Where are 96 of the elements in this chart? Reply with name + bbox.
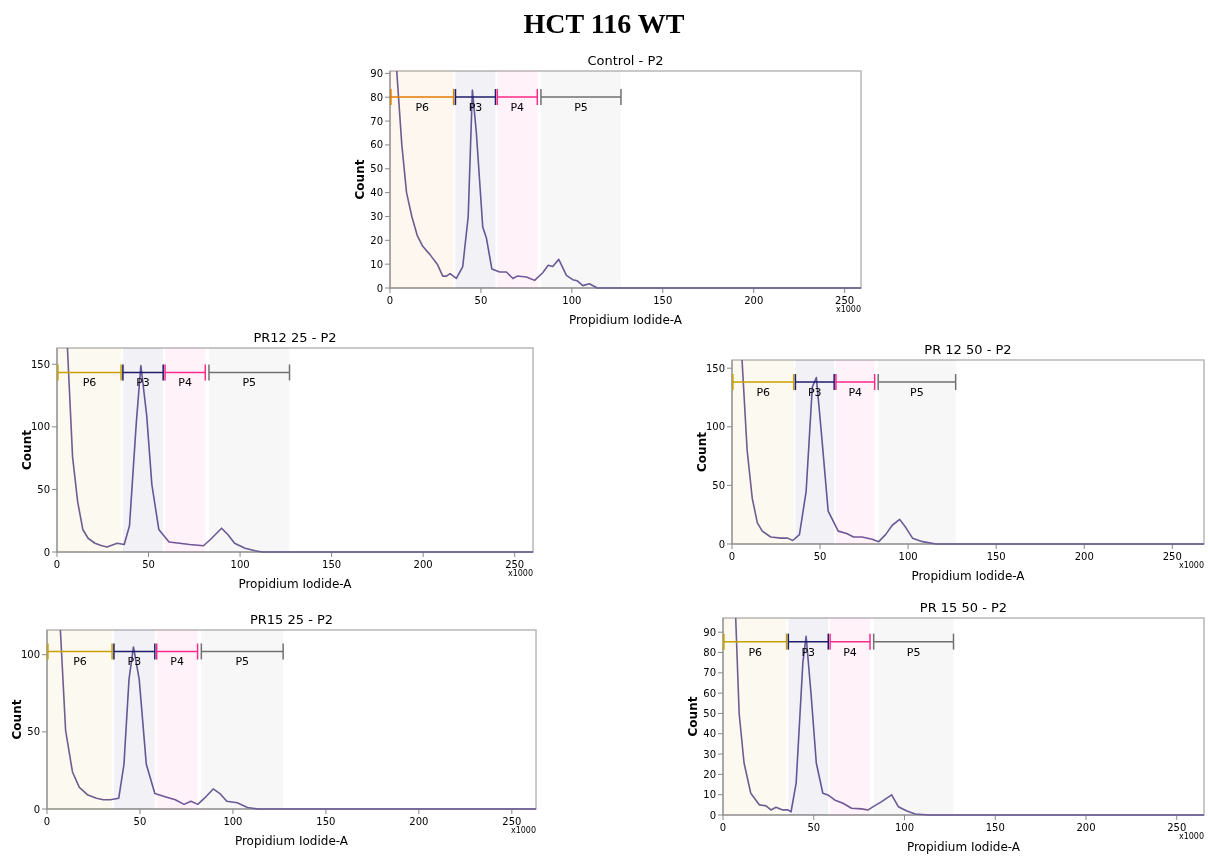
y-tick-label: 50 [37, 483, 50, 495]
y-tick-label: 100 [20, 649, 40, 661]
y-tick-label: 20 [370, 234, 383, 246]
y-tick-label: 30 [703, 748, 716, 760]
y-axis-title: Count [686, 696, 700, 737]
band-label: P6 [756, 386, 771, 400]
band-label: P6 [415, 101, 430, 115]
y-tick-label: 60 [370, 139, 383, 151]
y-tick-label: 90 [370, 67, 383, 79]
y-tick-label: 50 [27, 726, 40, 738]
chart-title: PR 15 50 - P2 [919, 600, 1008, 615]
text: x1000 [510, 826, 536, 835]
band-label: P4 [178, 376, 192, 390]
x-tick-label: 100 [230, 559, 250, 570]
band-label: P5 [906, 645, 921, 659]
x-tick-label: 250 [835, 295, 855, 306]
line-series [741, 359, 1205, 545]
x-tick-label: 200 [409, 816, 429, 827]
y-tick-label: 50 [712, 479, 725, 491]
y-axis-title: Count [10, 699, 24, 740]
x-tick-label: 100 [223, 816, 243, 827]
x-axis-title: Propidium Iodide-A [568, 313, 683, 327]
x-tick-label: 200 [1076, 822, 1096, 833]
y-tick-label: 90 [703, 626, 716, 638]
band-label: P6 [748, 645, 763, 659]
chart-title: PR12 25 - P2 [253, 330, 337, 345]
y-tick-label: 70 [703, 667, 716, 679]
line-series [395, 70, 862, 289]
y-tick-label: 100 [705, 421, 725, 433]
band-label: P6 [82, 376, 97, 390]
x-tick-label: 100 [894, 822, 915, 833]
x-tick-label: 200 [413, 559, 433, 570]
text: HCT 116 WT [523, 8, 685, 39]
y-tick-label: 80 [370, 91, 383, 103]
y-tick-label: 150 [705, 362, 725, 374]
x-tick-label: 250 [505, 559, 525, 570]
x-tick-label: 50 [142, 559, 155, 570]
x-tick-label: 0 [386, 295, 394, 306]
line-series [59, 629, 537, 810]
chart-title: PR 12 50 - P2 [924, 342, 1012, 357]
y-tick-label: 10 [703, 789, 716, 801]
x-tick-label: 150 [322, 559, 342, 570]
y-tick-label: 40 [370, 187, 383, 199]
x-tick-label: 250 [502, 816, 522, 827]
x-tick-label: 50 [133, 816, 147, 827]
band-label: P5 [574, 101, 588, 115]
y-tick-label: 0 [376, 282, 383, 294]
x-axis-title: Propidium Iodide-A [906, 840, 1021, 854]
y-tick-label: 70 [370, 115, 383, 127]
x-tick-label: 150 [986, 551, 1006, 562]
y-tick-label: 80 [703, 647, 716, 659]
line-series [66, 347, 534, 553]
x-tick-label: 150 [653, 295, 673, 306]
x-tick-label: 50 [807, 822, 821, 833]
y-tick-label: 20 [703, 768, 716, 780]
band-label: P4 [848, 386, 863, 400]
x-tick-label: 50 [813, 551, 827, 562]
x-tick-label: 200 [1074, 551, 1094, 562]
y-tick-label: 50 [703, 707, 716, 719]
x-tick-label: 0 [728, 551, 736, 562]
band-label: P6 [73, 655, 87, 669]
text: x1000 [1178, 561, 1204, 570]
text: x1000 [1178, 832, 1204, 841]
x-tick-label: 200 [744, 295, 764, 306]
y-axis-title: Count [353, 159, 367, 200]
x-tick-label: 150 [985, 822, 1005, 833]
x-tick-label: 50 [474, 295, 488, 306]
x-axis-title: Propidium Iodide-A [238, 577, 353, 591]
x-tick-label: 250 [1162, 551, 1182, 562]
y-tick-label: 30 [370, 210, 383, 222]
text: x1000 [835, 305, 861, 314]
y-tick-label: 0 [33, 803, 40, 815]
chart-title: Control - P2 [587, 53, 664, 68]
y-tick-label: 40 [703, 728, 716, 740]
band-label: P5 [910, 386, 924, 400]
line-series [734, 617, 1205, 816]
text: x1000 [507, 569, 533, 578]
band-label: P4 [170, 655, 184, 669]
y-tick-label: 50 [370, 163, 383, 175]
x-tick-label: 0 [53, 559, 61, 570]
x-tick-label: 100 [562, 295, 582, 306]
band-label: P5 [235, 655, 250, 669]
x-axis-title: Propidium Iodide-A [911, 569, 1026, 583]
x-tick-label: 150 [316, 816, 336, 827]
y-tick-label: 150 [30, 358, 50, 370]
band-label: P5 [242, 376, 257, 390]
band-label: P4 [843, 645, 857, 659]
y-tick-label: 60 [703, 687, 716, 699]
x-tick-label: 100 [898, 551, 918, 562]
y-axis-title: Count [695, 431, 709, 472]
chart-title: PR15 25 - P2 [249, 612, 334, 627]
y-tick-label: 0 [718, 538, 725, 550]
x-tick-label: 250 [1167, 822, 1187, 833]
band-label: P4 [510, 101, 525, 115]
x-axis-title: Propidium Iodide-A [234, 834, 349, 848]
y-tick-label: 10 [370, 258, 383, 270]
